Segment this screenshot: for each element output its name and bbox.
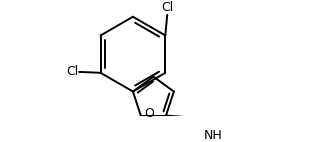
Text: Cl: Cl — [161, 1, 173, 14]
Text: Cl: Cl — [66, 65, 78, 78]
Text: O: O — [144, 107, 154, 120]
Text: NH: NH — [204, 129, 222, 142]
